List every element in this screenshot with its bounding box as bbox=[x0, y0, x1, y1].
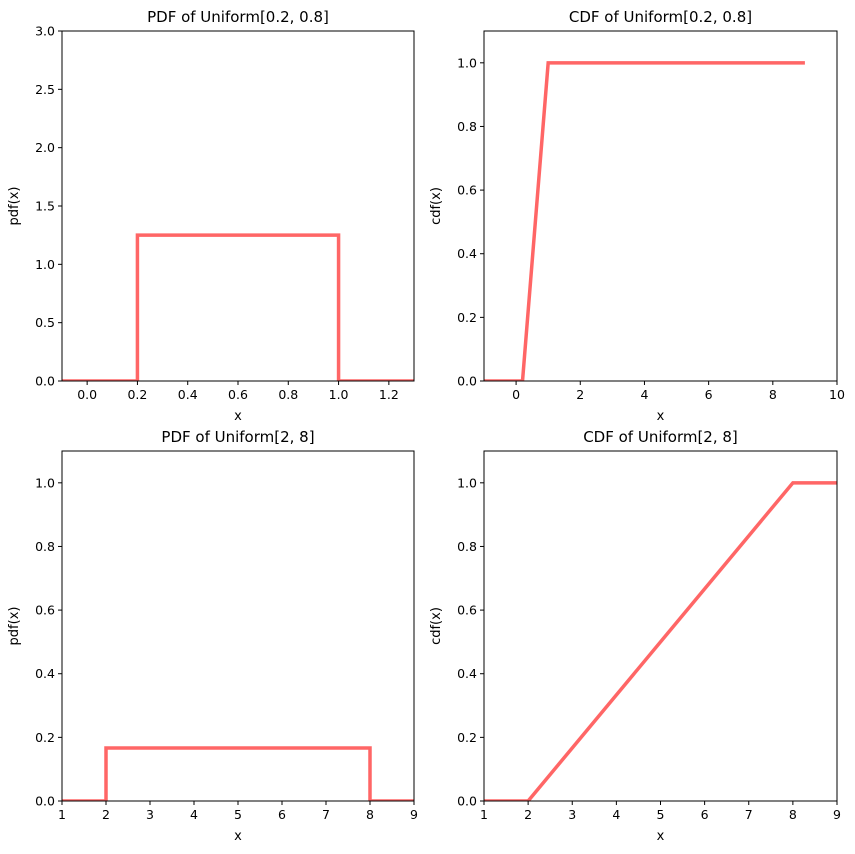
y-tick-label: 0.8 bbox=[457, 119, 477, 134]
chart-panel-4: 1 2 3 4 5 6 7 8 9 0.0 0.2 0.4 0.6 0.8 1.0 CDF of Unifor… bbox=[429, 428, 841, 844]
x-tick-label: 4 bbox=[612, 807, 620, 822]
x-tick-label: 0.8 bbox=[278, 387, 298, 402]
series-line-1 bbox=[484, 481, 837, 801]
y-tick-label: 0.2 bbox=[457, 310, 477, 325]
x-tick-label: 6 bbox=[705, 387, 713, 402]
x-tick-label: 10 bbox=[829, 387, 845, 402]
x-tick-label: 0.4 bbox=[178, 387, 198, 402]
x-tick-label: 1.2 bbox=[379, 387, 399, 402]
y-tick-label: 0.4 bbox=[35, 666, 55, 681]
x-axis-label: x bbox=[234, 409, 242, 424]
x-tick-label: 1 bbox=[58, 807, 66, 822]
x-tick-label: 6 bbox=[278, 807, 286, 822]
y-tick-label: 0.8 bbox=[35, 539, 55, 554]
x-axis-label: x bbox=[657, 409, 665, 424]
y-tick-label: 0.2 bbox=[457, 730, 477, 745]
y-tick-label: 2.5 bbox=[35, 82, 55, 97]
x-axis-label: x bbox=[234, 829, 242, 844]
x-tick-label: 8 bbox=[789, 807, 797, 822]
y-axis-label: cdf(x) bbox=[429, 607, 444, 645]
x-tick-label: 2 bbox=[102, 807, 110, 822]
y-tick-label: 0.0 bbox=[457, 794, 477, 809]
x-tick-label: 0 bbox=[512, 387, 520, 402]
y-tick-label: 1.0 bbox=[35, 257, 55, 272]
y-tick-label: 2.0 bbox=[35, 140, 55, 155]
axes-frame bbox=[483, 30, 838, 382]
chart-title: PDF of Uniform[0.2, 0.8] bbox=[147, 8, 329, 26]
y-tick-label: 0.4 bbox=[457, 246, 477, 261]
x-axis-label: x bbox=[657, 829, 665, 844]
x-tick-label: 1 bbox=[480, 807, 488, 822]
x-tick-label: 6 bbox=[701, 807, 709, 822]
y-tick-label: 0.8 bbox=[457, 539, 477, 554]
y-tick-label: 0.0 bbox=[35, 374, 55, 389]
x-tick-label: 3 bbox=[146, 807, 154, 822]
x-tick-label: 8 bbox=[366, 807, 374, 822]
x-tick-label: 5 bbox=[234, 807, 242, 822]
series-line-1 bbox=[62, 233, 414, 381]
y-tick-label: 0.0 bbox=[457, 374, 477, 389]
y-tick-label: 0.0 bbox=[35, 794, 55, 809]
x-tick-label: 0.6 bbox=[228, 387, 248, 402]
x-tick-label: 3 bbox=[568, 807, 576, 822]
y-tick-label: 3.0 bbox=[35, 24, 55, 39]
y-tick-label: 0.5 bbox=[35, 315, 55, 330]
series-line-1 bbox=[62, 746, 414, 801]
series-line-1 bbox=[484, 61, 805, 381]
chart-panel-1: 0.0 0.2 0.4 0.6 0.8 1.0 1.2 0.0 0.5 1.0 1.5 2.0 2.5 3… bbox=[7, 8, 415, 424]
x-tick-label: 4 bbox=[190, 807, 198, 822]
y-tick-label: 0.6 bbox=[457, 183, 477, 198]
y-tick-label: 0.2 bbox=[35, 730, 55, 745]
chart-title: CDF of Uniform[0.2, 0.8] bbox=[569, 8, 752, 26]
y-tick-label: 0.6 bbox=[35, 603, 55, 618]
y-axis-label: pdf(x) bbox=[7, 187, 22, 226]
y-tick-label: 1.5 bbox=[35, 199, 55, 214]
x-tick-label: 0.2 bbox=[127, 387, 147, 402]
x-tick-label: 8 bbox=[769, 387, 777, 402]
axes-frame bbox=[483, 450, 838, 802]
x-tick-label: 2 bbox=[524, 807, 532, 822]
x-tick-label: 9 bbox=[410, 807, 418, 822]
x-tick-label: 2 bbox=[576, 387, 584, 402]
y-tick-label: 1.0 bbox=[457, 475, 477, 490]
x-tick-label: 7 bbox=[745, 807, 753, 822]
chart-panel-2: 0 2 4 6 8 10 0.0 0.2 0.4 0.6 0.8 1.0 CDF of Uniform[… bbox=[429, 8, 845, 424]
chart-title: CDF of Uniform[2, 8] bbox=[583, 428, 738, 446]
y-axis-label: pdf(x) bbox=[7, 607, 22, 646]
chart-panel-3: 1 2 3 4 5 6 7 8 9 0.0 0.2 0.4 0.6 0.8 1.0 PDF of Unifor… bbox=[7, 428, 418, 844]
x-tick-label: 7 bbox=[322, 807, 330, 822]
x-tick-label: 9 bbox=[833, 807, 841, 822]
y-tick-label: 1.0 bbox=[35, 475, 55, 490]
y-axis-label: cdf(x) bbox=[429, 187, 444, 225]
x-tick-label: 4 bbox=[640, 387, 648, 402]
y-tick-label: 0.4 bbox=[457, 666, 477, 681]
y-tick-label: 1.0 bbox=[457, 55, 477, 70]
axes-frame bbox=[61, 30, 415, 382]
x-tick-label: 5 bbox=[657, 807, 665, 822]
x-tick-label: 1.0 bbox=[329, 387, 349, 402]
x-tick-label: 0.0 bbox=[77, 387, 97, 402]
chart-title: PDF of Uniform[2, 8] bbox=[161, 428, 314, 446]
y-tick-label: 0.6 bbox=[457, 603, 477, 618]
